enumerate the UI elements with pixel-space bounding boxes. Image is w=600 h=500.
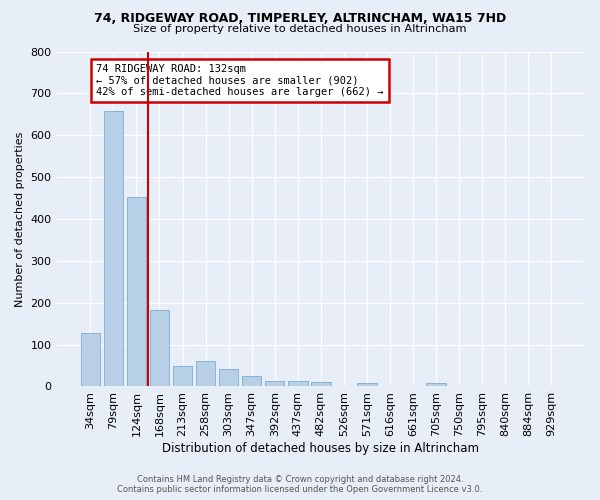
Text: 74 RIDGEWAY ROAD: 132sqm
← 57% of detached houses are smaller (902)
42% of semi-: 74 RIDGEWAY ROAD: 132sqm ← 57% of detach… — [96, 64, 383, 98]
Bar — [288, 382, 308, 386]
Bar — [242, 376, 262, 386]
Text: 74, RIDGEWAY ROAD, TIMPERLEY, ALTRINCHAM, WA15 7HD: 74, RIDGEWAY ROAD, TIMPERLEY, ALTRINCHAM… — [94, 12, 506, 24]
Text: Size of property relative to detached houses in Altrincham: Size of property relative to detached ho… — [133, 24, 467, 34]
Bar — [104, 111, 123, 386]
Bar — [311, 382, 331, 386]
Bar — [426, 383, 446, 386]
Text: Contains HM Land Registry data © Crown copyright and database right 2024.
Contai: Contains HM Land Registry data © Crown c… — [118, 474, 482, 494]
Bar — [357, 383, 377, 386]
Bar — [219, 369, 238, 386]
Bar — [265, 382, 284, 386]
Bar — [196, 362, 215, 386]
Bar — [149, 310, 169, 386]
Bar — [127, 197, 146, 386]
Bar — [173, 366, 193, 386]
Y-axis label: Number of detached properties: Number of detached properties — [15, 132, 25, 306]
X-axis label: Distribution of detached houses by size in Altrincham: Distribution of detached houses by size … — [162, 442, 479, 455]
Bar — [80, 333, 100, 386]
